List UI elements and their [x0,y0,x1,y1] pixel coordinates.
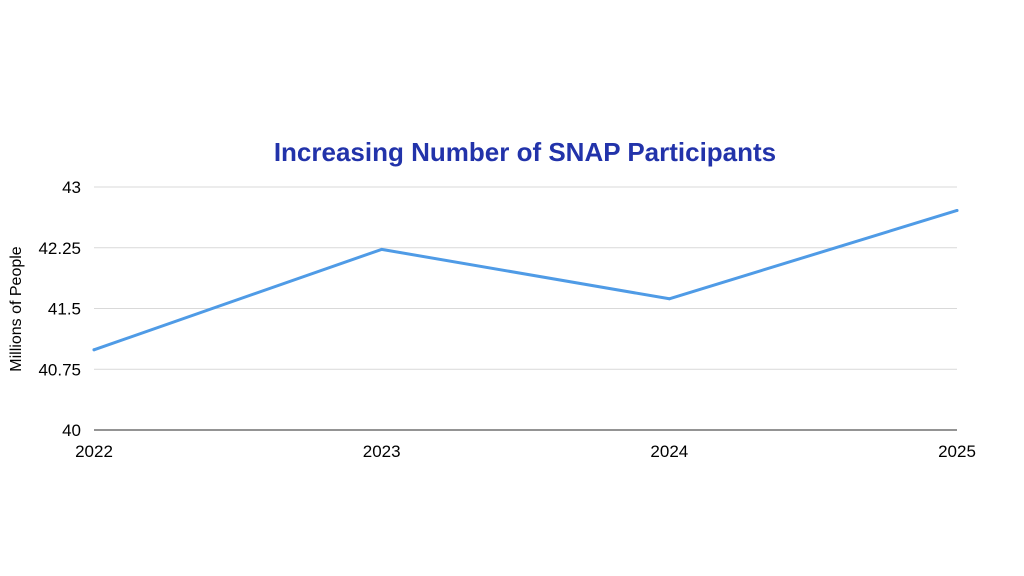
series [92,208,959,352]
grid-lines [94,186,957,370]
y-tick-label: 43 [62,178,81,197]
series-line [92,208,959,352]
y-tick-label: 40.75 [38,360,81,379]
x-tick-label: 2023 [363,442,401,461]
y-axis-label: Millions of People [8,246,25,372]
chart-title: Increasing Number of SNAP Participants [274,137,776,167]
x-tick-label: 2025 [938,442,976,461]
data-point [92,348,96,352]
y-tick-labels: 40 40.75 41.5 42.25 43 [38,178,81,440]
data-point [955,208,959,212]
y-tick-label: 41.5 [48,300,81,319]
x-tick-label: 2022 [75,442,113,461]
data-point [380,247,384,251]
y-tick-label: 40 [62,421,81,440]
y-tick-label: 42.25 [38,239,81,258]
x-tick-labels: 2022 2023 2024 2025 [75,442,976,461]
x-tick-label: 2024 [650,442,688,461]
data-point [667,297,671,301]
